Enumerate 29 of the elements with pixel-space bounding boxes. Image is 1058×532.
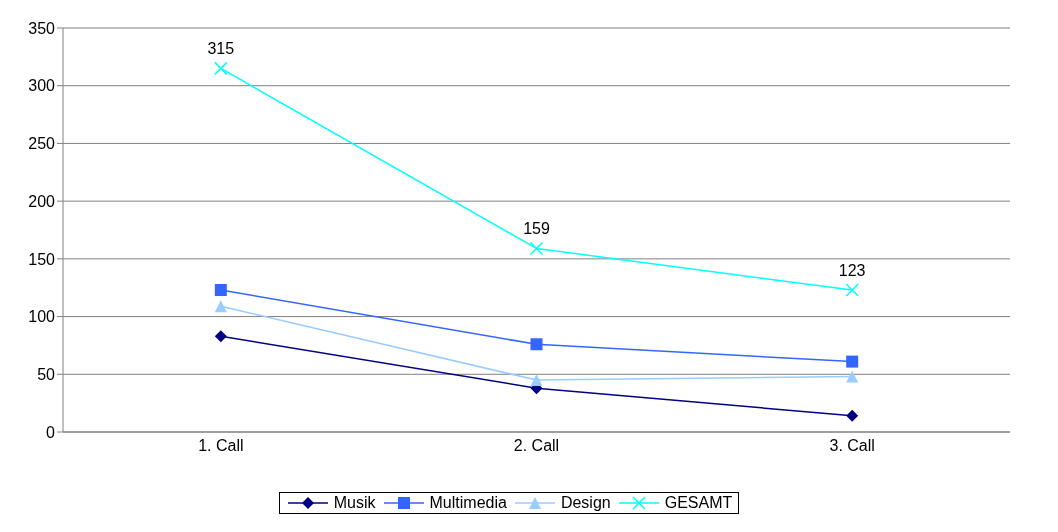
point bbox=[214, 284, 227, 297]
x-tick-label: 2. Call bbox=[513, 437, 560, 455]
data-label: 315 bbox=[207, 40, 235, 58]
point bbox=[529, 241, 544, 256]
legend-label: Musik bbox=[332, 494, 376, 512]
point bbox=[530, 338, 543, 351]
y-tick-label: 0 bbox=[46, 423, 56, 441]
point bbox=[214, 330, 227, 343]
x-tick-label: 3. Call bbox=[829, 437, 875, 455]
y-tick-label: 50 bbox=[37, 365, 56, 383]
x-tick-label: 1. Call bbox=[198, 437, 244, 455]
y-tick-label: 350 bbox=[28, 19, 56, 37]
data-label: 159 bbox=[523, 220, 550, 238]
point bbox=[530, 374, 543, 387]
legend-label: GESAMT bbox=[663, 494, 733, 512]
y-tick-label: 100 bbox=[28, 308, 56, 326]
point bbox=[214, 61, 228, 76]
data-label: 123 bbox=[838, 262, 866, 280]
point bbox=[846, 409, 859, 422]
legend-label: Design bbox=[559, 494, 611, 512]
y-tick-label: 300 bbox=[28, 77, 56, 95]
point bbox=[846, 370, 859, 383]
y-tick-label: 200 bbox=[28, 192, 56, 210]
point bbox=[846, 355, 859, 368]
point bbox=[214, 300, 227, 313]
point bbox=[845, 283, 859, 297]
y-tick-label: 150 bbox=[28, 250, 56, 268]
legend-label: Multimedia bbox=[428, 494, 507, 512]
y-tick-label: 250 bbox=[28, 135, 56, 153]
